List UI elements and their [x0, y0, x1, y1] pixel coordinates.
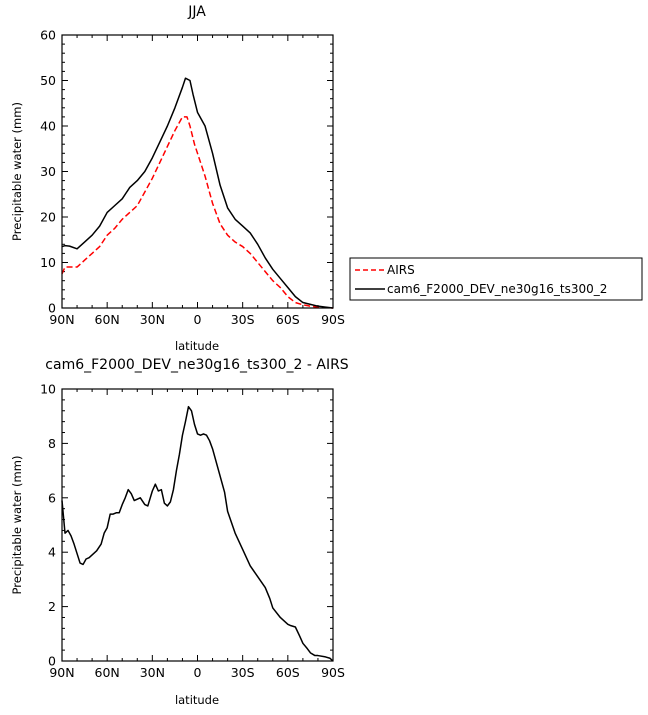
plot-frame-bottom [61, 388, 334, 662]
y-tick-label-top-3: 30 [40, 164, 56, 179]
x-tick-label-bottom-0: 90N [49, 665, 74, 680]
x-tick-label-bottom-1: 60N [95, 665, 120, 680]
x-tick-label-top-3: 0 [194, 312, 202, 327]
y-tick-label-top-2: 20 [40, 210, 56, 225]
y-tick-label-bottom-3: 6 [48, 490, 56, 505]
axis-ticks-bottom: 90N 60N 30N 0 30S 60S 90S 0 2 4 6 8 10 [40, 382, 345, 681]
y-tick-label-top-6: 60 [40, 28, 56, 43]
y-tick-label-bottom-4: 8 [48, 436, 56, 451]
series-line-top-0 [61, 116, 334, 309]
y-axis-label-bottom: Precipitable water (mm) [10, 456, 24, 595]
x-tick-label-bottom-2: 30N [140, 665, 165, 680]
panel-difference: cam6_F2000_DEV_ne30g16_ts300_2 - AIRS Pr… [10, 357, 349, 707]
x-tick-label-top-4: 30S [231, 312, 255, 327]
plot-frame-top [61, 34, 334, 309]
chart-title-jja: JJA [187, 4, 206, 20]
y-axis-label-top: Precipitable water (mm) [10, 102, 24, 241]
y-tick-label-bottom-0: 0 [48, 654, 56, 669]
y-tick-label-bottom-2: 4 [48, 545, 56, 560]
x-axis-label-bottom: latitude [175, 693, 219, 707]
y-tick-label-bottom-5: 10 [40, 382, 56, 397]
axis-ticks-top: 90N 60N 30N 0 30S 60S 90S 0 10 20 30 40 50 60 [40, 28, 345, 328]
y-tick-label-top-0: 0 [48, 301, 56, 316]
y-tick-label-top-5: 50 [40, 73, 56, 88]
series-line-bottom-0 [61, 405, 334, 662]
x-axis-label-top: latitude [175, 339, 219, 353]
series-lines-bottom [61, 405, 334, 662]
legend-label-airs: AIRS [387, 263, 415, 277]
series-line-top-1 [61, 77, 334, 309]
x-tick-label-top-1: 60N [95, 312, 120, 327]
x-tick-label-bottom-5: 60S [276, 665, 300, 680]
x-tick-label-top-2: 30N [140, 312, 165, 327]
x-tick-label-bottom-4: 30S [231, 665, 255, 680]
series-lines-top [61, 77, 334, 309]
legend: AIRS cam6_F2000_DEV_ne30g16_ts300_2 [349, 257, 643, 301]
legend-box [349, 257, 643, 301]
y-tick-label-top-1: 10 [40, 255, 56, 270]
x-tick-label-top-0: 90N [49, 312, 74, 327]
legend-label-cam6: cam6_F2000_DEV_ne30g16_ts300_2 [387, 282, 607, 296]
chart-title-difference: cam6_F2000_DEV_ne30g16_ts300_2 - AIRS [45, 357, 349, 373]
x-tick-label-bottom-6: 90S [321, 665, 345, 680]
x-tick-label-top-5: 60S [276, 312, 300, 327]
y-tick-label-bottom-1: 2 [48, 599, 56, 614]
panel-jja: JJA Precipitable water (mm) latitude 90N… [10, 4, 345, 353]
y-tick-label-top-4: 40 [40, 119, 56, 134]
x-tick-label-bottom-3: 0 [194, 665, 202, 680]
x-tick-label-top-6: 90S [321, 312, 345, 327]
